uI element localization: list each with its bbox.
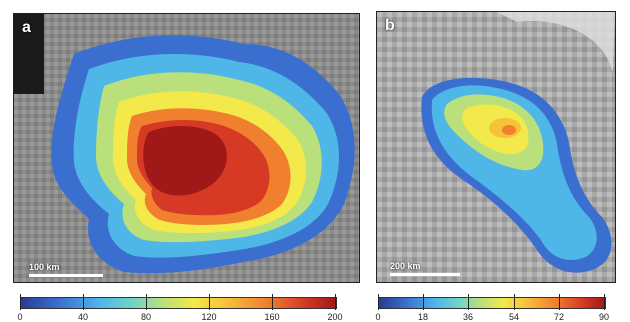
- colorbar-a-tick: [146, 294, 147, 310]
- colorbar-a-tick: [20, 294, 21, 310]
- colorbar-a-tick: [272, 294, 273, 310]
- panel-label-a: a: [22, 19, 31, 36]
- colorbar-b-tick: [604, 294, 605, 310]
- panel-label-b: b: [385, 17, 395, 34]
- colorbar-a-tick: [83, 294, 84, 310]
- scale-bar-b: 200 km: [390, 260, 460, 276]
- map-panel-b: b 200 km: [376, 11, 616, 283]
- colorbar-a-tick-label: 0: [17, 312, 23, 322]
- map-panel-a: a 100 km: [13, 13, 360, 283]
- colorbar-a-tick-label: 160: [264, 312, 280, 322]
- heatmap-b: [377, 12, 615, 282]
- colorbar-b-tick: [514, 294, 515, 310]
- colorbar-a-tick-label: 80: [140, 312, 152, 322]
- colorbar-a-tick-label: 120: [201, 312, 217, 322]
- scale-label-a: 100 km: [29, 262, 60, 272]
- colorbar-b-tick: [559, 294, 560, 310]
- colorbar-b-tick-label: 90: [598, 312, 610, 322]
- colorbar-a-tick-label: 40: [77, 312, 89, 322]
- colorbar-a-tick: [335, 294, 336, 310]
- colorbar-a-tick: [209, 294, 210, 310]
- colorbar-a: [20, 297, 337, 309]
- colorbar-b: [378, 297, 606, 309]
- colorbar-b-tick: [423, 294, 424, 310]
- colorbar-a-tick-label: 200: [327, 312, 343, 322]
- colorbar-b-tick: [378, 294, 379, 310]
- colorbar-b-tick-label: 18: [417, 312, 429, 322]
- colorbar-b-tick-label: 54: [508, 312, 520, 322]
- scale-line-b: [390, 273, 460, 276]
- heatmap-a: [14, 14, 359, 282]
- colorbar-b-tick-label: 36: [462, 312, 474, 322]
- scale-bar-a: 100 km: [29, 261, 103, 277]
- colorbar-b-tick-label: 72: [553, 312, 565, 322]
- colorbar-b-tick: [468, 294, 469, 310]
- scale-label-b: 200 km: [390, 261, 421, 271]
- colorbar-b-tick-label: 0: [375, 312, 381, 322]
- scale-line-a: [29, 274, 103, 277]
